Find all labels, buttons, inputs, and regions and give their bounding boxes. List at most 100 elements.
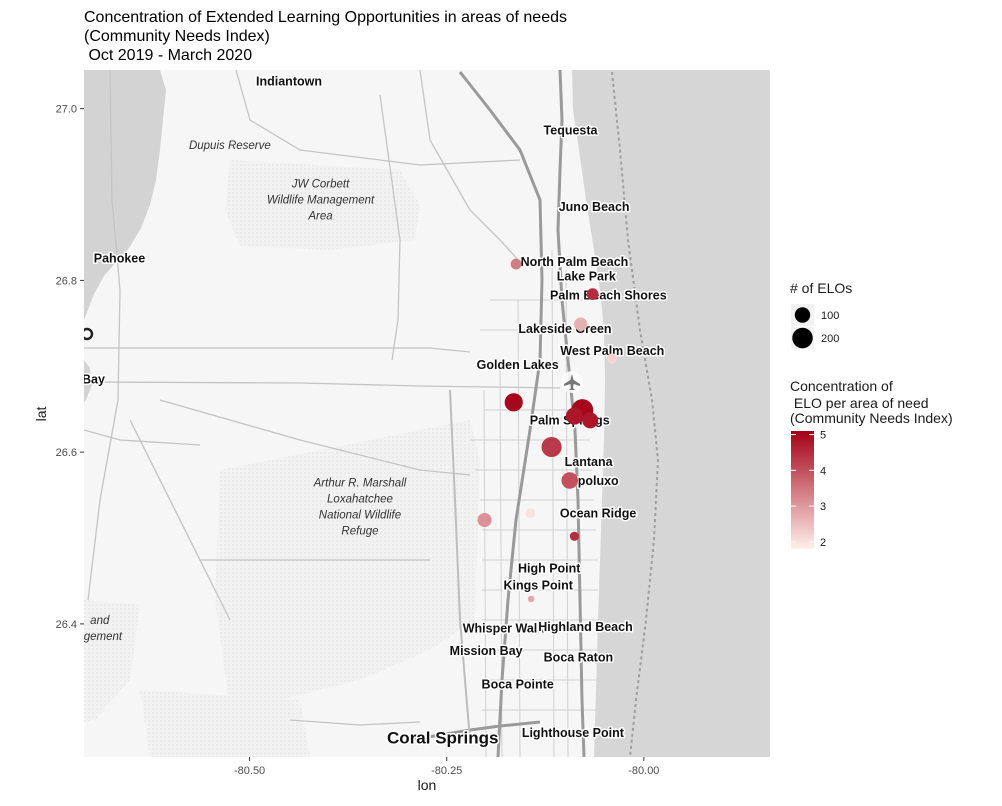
place-label: Kings Point xyxy=(503,579,573,593)
park-label-line: Refuge xyxy=(341,525,378,537)
atlantic-ocean xyxy=(572,70,770,757)
size-legend-dot xyxy=(794,307,811,323)
elo-point xyxy=(504,393,523,412)
place-label: Lighthouse Point xyxy=(522,726,625,740)
elo-point xyxy=(477,512,492,528)
x-axis: -80.50 -80.25 -80.00 xyxy=(234,757,659,777)
park-label: Arthur R. Marshall Loxahatchee National Wi… xyxy=(313,477,407,537)
title-line-2: (Community Needs Index) xyxy=(84,28,270,45)
size-legend-title: # of ELOs xyxy=(790,280,852,296)
park-area-southwest xyxy=(140,690,310,757)
y-tick-label: 27.0 xyxy=(56,104,77,116)
place-label: Indiantown xyxy=(256,74,322,88)
place-label: Lakeside Green xyxy=(518,322,611,336)
color-legend: Concentration of ELO per area of need (C… xyxy=(790,378,953,549)
place-label: Pahokee xyxy=(94,251,145,265)
place-label: Mission Bay xyxy=(450,644,523,658)
y-tick-label: 26.8 xyxy=(56,275,77,287)
place-label: Highland Beach xyxy=(538,620,632,634)
park-label: and agement xyxy=(77,615,123,643)
size-legend: # of ELOs 100 200 xyxy=(790,280,852,349)
place-label: Ocean Ridge xyxy=(560,506,636,520)
elo-point xyxy=(607,353,618,364)
elo-point xyxy=(582,412,599,429)
place-label: West Palm Beach xyxy=(560,344,664,358)
location-marker-icon xyxy=(84,327,94,341)
park-label-line: Loxahatchee xyxy=(327,493,393,505)
x-axis-title: lon xyxy=(418,777,437,793)
urban-grid xyxy=(470,249,598,757)
color-legend-title-2: ELO per area of need xyxy=(790,395,929,411)
park-area-south xyxy=(84,600,140,722)
y-axis-title: lat xyxy=(33,407,49,422)
elo-point xyxy=(561,472,579,489)
lake-okeechobee xyxy=(84,70,166,320)
park-label-line: agement xyxy=(77,631,123,643)
place-label: Boca Pointe xyxy=(482,677,554,691)
lake-okeechobee-south xyxy=(84,360,92,402)
elo-point xyxy=(565,407,584,425)
place-label: Coral Springs xyxy=(387,728,498,747)
park-labels: Dupuis Reserve JW Corbett Wildlife Managem… xyxy=(77,140,407,643)
elo-point xyxy=(574,317,588,331)
road-network xyxy=(84,70,561,726)
place-label: Golden Lakes xyxy=(477,358,559,372)
y-tick-label: 26.4 xyxy=(56,619,77,631)
place-label: Whisper Walk xyxy=(463,621,545,635)
park-label-line: Wildlife Management xyxy=(267,195,375,207)
color-legend-title-1: Concentration of xyxy=(790,378,893,394)
place-labels: Indiantown Tequesta Juno Beach Pahokee North… xyxy=(71,73,668,749)
place-label: n Bay xyxy=(71,372,105,386)
park-label-line: JW Corbett xyxy=(291,179,350,191)
place-label: Lantana xyxy=(565,455,614,469)
place-label: Tequesta xyxy=(544,123,599,137)
color-legend-label: 3 xyxy=(820,501,826,513)
color-legend-label: 2 xyxy=(820,537,826,549)
x-tick-label: -80.00 xyxy=(628,765,659,777)
park-area-loxahatchee xyxy=(215,420,480,710)
park-area-jw-corbett xyxy=(225,160,420,250)
park-label-line: Arthur R. Marshall xyxy=(313,477,407,489)
elo-point xyxy=(541,436,562,458)
county-road xyxy=(449,389,471,741)
size-legend-label: 200 xyxy=(821,333,839,345)
elo-point xyxy=(527,595,535,603)
y-tick-label: 26.6 xyxy=(56,447,77,459)
park-label-line: Area xyxy=(307,211,332,223)
park-label: JW Corbett Wildlife Management Area xyxy=(267,179,375,223)
chart-title: Concentration of Extended Learning Oppor… xyxy=(84,9,567,64)
elo-point xyxy=(569,531,580,541)
place-label: Boca Raton xyxy=(544,651,613,665)
color-legend-label: 4 xyxy=(820,465,826,477)
elo-point xyxy=(525,508,536,519)
y-axis: 26.4 26.6 26.8 27.0 xyxy=(56,104,84,631)
title-line-3: Oct 2019 - March 2020 xyxy=(84,47,252,64)
place-label: North Palm Beach xyxy=(521,255,629,269)
color-legend-title-3: (Community Needs Index) xyxy=(790,410,953,426)
park-label-line: National Wildlife xyxy=(319,509,401,521)
x-tick-label: -80.25 xyxy=(431,765,462,777)
place-label: High Point xyxy=(518,561,581,575)
park-label: Dupuis Reserve xyxy=(189,140,271,152)
x-tick-label: -80.50 xyxy=(234,765,265,777)
size-legend-dot xyxy=(792,327,813,349)
size-legend-entries: 100 200 xyxy=(791,304,839,349)
map-panel: Dupuis Reserve JW Corbett Wildlife Managem… xyxy=(71,70,770,757)
place-label: Juno Beach xyxy=(559,200,630,214)
size-legend-label: 100 xyxy=(821,310,839,322)
title-line-1: Concentration of Extended Learning Oppor… xyxy=(84,9,567,26)
park-label-line: and xyxy=(90,615,110,627)
elo-point xyxy=(586,288,599,301)
coastline-dotted xyxy=(611,71,660,757)
place-label: Lake Park xyxy=(557,269,616,283)
color-legend-ticks: 5 4 3 2 xyxy=(791,430,826,549)
elo-point xyxy=(510,258,522,270)
airport-icon xyxy=(561,371,583,393)
place-label: Palm Beach Shores xyxy=(550,288,667,302)
color-legend-bar xyxy=(791,431,814,549)
color-legend-label: 5 xyxy=(820,430,826,442)
park-label-line: Dupuis Reserve xyxy=(189,140,271,152)
data-points xyxy=(477,258,618,603)
